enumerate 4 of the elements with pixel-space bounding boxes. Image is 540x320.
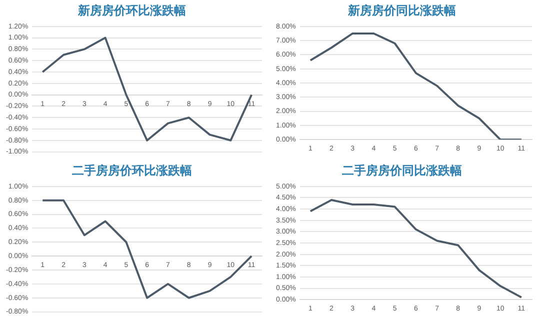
chart-title: 二手房房价环比涨跌幅 <box>72 163 192 178</box>
chart-title: 新房房价环比涨跌幅 <box>77 3 186 18</box>
chart-title: 二手房房价同比涨跌幅 <box>342 163 462 178</box>
chart-title: 新房房价同比涨跌幅 <box>347 3 456 18</box>
